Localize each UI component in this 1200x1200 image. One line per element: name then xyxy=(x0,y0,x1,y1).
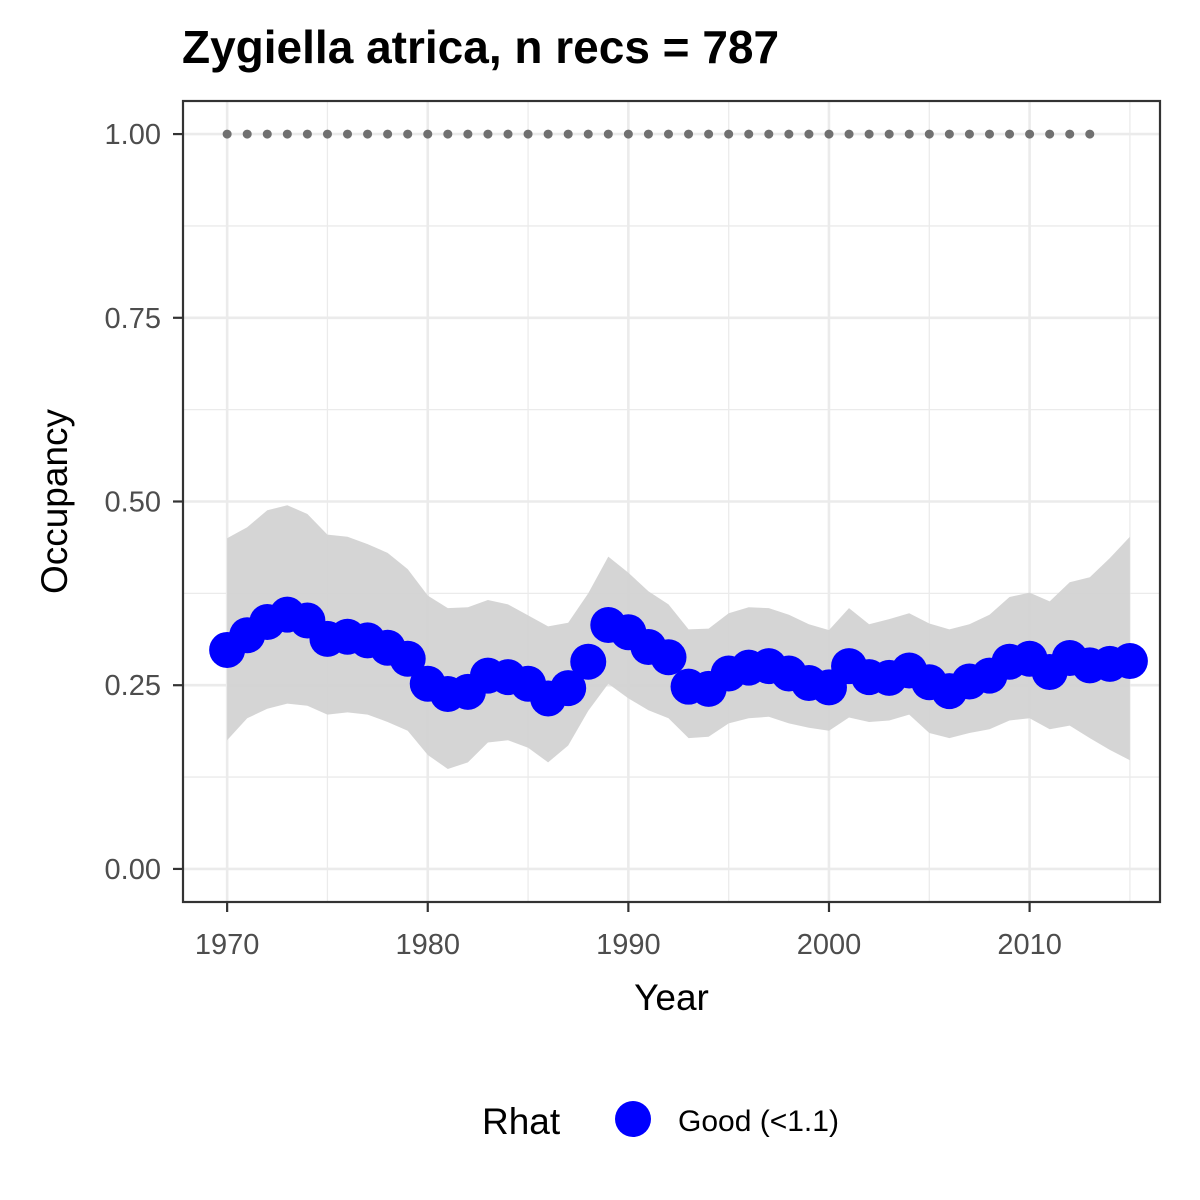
reference-dot xyxy=(663,129,673,139)
y-axis-title: Occupancy xyxy=(34,408,75,594)
x-tick-label: 1980 xyxy=(395,929,460,961)
occupancy-point xyxy=(550,670,587,707)
reference-dot xyxy=(1005,129,1015,139)
reference-dot xyxy=(343,129,353,139)
occupancy-point xyxy=(389,640,426,677)
reference-dot xyxy=(583,129,593,139)
occupancy-point xyxy=(650,639,687,676)
reference-dot xyxy=(423,129,433,139)
x-tick-label: 1990 xyxy=(596,929,661,961)
reference-dot xyxy=(844,129,854,139)
legend-key-good xyxy=(615,1101,651,1137)
legend: Rhat Good (<1.1) xyxy=(482,1101,839,1142)
reference-dot xyxy=(944,129,954,139)
y-tick-label: 0.75 xyxy=(105,303,161,335)
reference-dot xyxy=(503,129,513,139)
x-tick-label: 1970 xyxy=(195,929,260,961)
legend-title: Rhat xyxy=(482,1101,561,1142)
reference-dot xyxy=(543,129,553,139)
reference-dot xyxy=(302,129,312,139)
plot-panel xyxy=(181,99,1162,904)
reference-dot xyxy=(924,129,934,139)
reference-dot xyxy=(383,129,393,139)
reference-dot xyxy=(282,129,292,139)
reference-dots xyxy=(222,129,1095,139)
reference-dot xyxy=(483,129,493,139)
x-axis-title: Year xyxy=(634,977,709,1018)
reference-dot xyxy=(764,129,774,139)
reference-dot xyxy=(1085,129,1095,139)
reference-dot xyxy=(523,129,533,139)
y-tick-label: 0.50 xyxy=(105,487,161,519)
y-tick-label: 0.25 xyxy=(105,670,161,702)
y-axis: 0.00 0.25 0.50 0.75 1.00 xyxy=(105,119,183,886)
reference-dot xyxy=(824,129,834,139)
reference-dot xyxy=(643,129,653,139)
x-tick-label: 2010 xyxy=(997,929,1062,961)
reference-dot xyxy=(984,129,994,139)
reference-dot xyxy=(684,129,694,139)
occupancy-point xyxy=(570,643,607,680)
reference-dot xyxy=(563,129,573,139)
y-tick-label: 1.00 xyxy=(105,119,161,151)
x-axis: 1970 1980 1990 2000 2010 xyxy=(195,902,1062,961)
occupancy-points xyxy=(209,596,1148,717)
reference-dot xyxy=(1045,129,1055,139)
reference-dot xyxy=(884,129,894,139)
reference-dot xyxy=(1025,129,1035,139)
reference-dot xyxy=(463,129,473,139)
reference-dot xyxy=(603,129,613,139)
reference-dot xyxy=(242,129,252,139)
reference-dot xyxy=(784,129,794,139)
reference-dot xyxy=(904,129,914,139)
reference-dot xyxy=(704,129,714,139)
reference-dot xyxy=(964,129,974,139)
reference-dot xyxy=(804,129,814,139)
reference-dot xyxy=(724,129,734,139)
occupancy-point xyxy=(1111,642,1148,679)
reference-dot xyxy=(363,129,373,139)
reference-dot xyxy=(262,129,272,139)
reference-dot xyxy=(744,129,754,139)
reference-dot xyxy=(222,129,232,139)
reference-dot xyxy=(623,129,633,139)
legend-label-good: Good (<1.1) xyxy=(678,1105,839,1138)
reference-dot xyxy=(403,129,413,139)
reference-dot xyxy=(322,129,332,139)
chart-title: Zygiella atrica, n recs = 787 xyxy=(182,21,779,73)
y-tick-label: 0.00 xyxy=(105,854,161,886)
reference-dot xyxy=(864,129,874,139)
reference-dot xyxy=(443,129,453,139)
reference-dot xyxy=(1065,129,1075,139)
x-tick-label: 2000 xyxy=(797,929,862,961)
